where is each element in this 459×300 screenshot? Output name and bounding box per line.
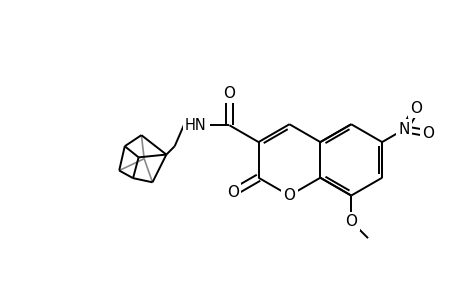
Text: O: O <box>226 185 238 200</box>
Text: O: O <box>223 86 235 101</box>
Text: O: O <box>421 126 433 141</box>
Text: O: O <box>344 214 357 229</box>
Text: HN: HN <box>185 118 206 133</box>
Text: O: O <box>409 101 421 116</box>
Text: N: N <box>398 122 409 137</box>
Text: O: O <box>283 188 295 203</box>
